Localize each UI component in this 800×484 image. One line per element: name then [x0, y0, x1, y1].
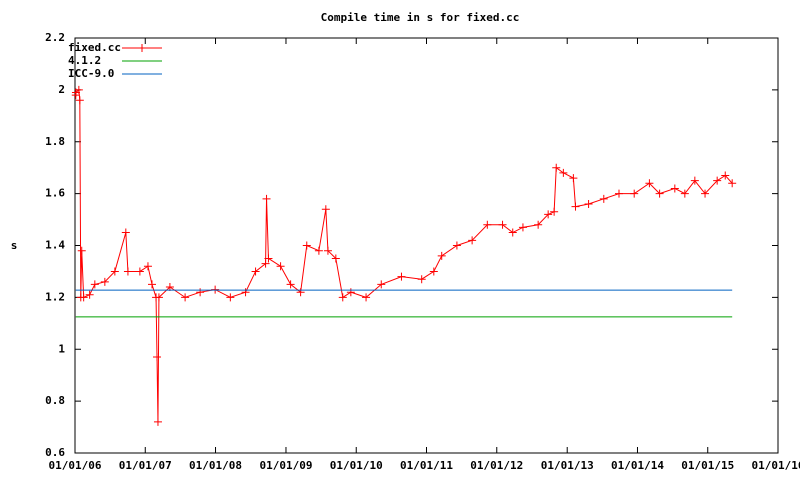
point-marker	[110, 267, 119, 276]
point-marker	[468, 236, 477, 245]
x-tick-label: 01/01/07	[119, 459, 172, 472]
y-tick-label: 0.6	[45, 446, 65, 459]
point-marker	[518, 223, 527, 232]
point-marker	[645, 179, 654, 188]
point-marker	[123, 267, 132, 276]
plot-frame	[74, 37, 779, 454]
point-marker	[508, 228, 517, 237]
legend-label: ICC-9.0	[68, 67, 114, 80]
y-tick-label: 2	[58, 83, 65, 96]
point-marker	[571, 202, 580, 211]
y-tick-label: 1	[58, 342, 65, 355]
point-marker	[559, 168, 568, 177]
point-marker	[713, 176, 722, 185]
point-marker	[251, 267, 260, 276]
point-marker	[584, 200, 593, 208]
x-tick-label: 01/01/16	[752, 459, 800, 472]
x-tick-label: 01/01/10	[330, 459, 383, 472]
point-marker	[296, 288, 305, 297]
point-marker	[323, 246, 332, 255]
x-tick-label: 01/01/13	[541, 459, 594, 472]
point-marker	[552, 163, 561, 172]
point-marker	[181, 293, 190, 302]
point-marker	[534, 220, 543, 229]
series-line	[75, 88, 733, 422]
x-tick-label: 01/01/14	[611, 459, 664, 472]
point-marker	[211, 285, 220, 294]
point-marker	[153, 353, 162, 362]
x-tick-label: 01/01/06	[49, 459, 102, 472]
point-marker	[728, 179, 737, 188]
point-marker	[437, 251, 446, 260]
legend-label: fixed.cc	[68, 41, 121, 54]
point-marker	[261, 259, 270, 268]
point-marker	[143, 262, 152, 271]
point-marker	[85, 290, 94, 299]
point-marker	[346, 288, 355, 297]
point-marker	[483, 220, 492, 229]
point-marker	[77, 246, 86, 255]
point-marker	[417, 275, 426, 284]
y-tick-label: 1.8	[45, 135, 65, 148]
point-marker	[74, 85, 83, 94]
x-tick-label: 01/01/15	[681, 459, 734, 472]
point-marker	[429, 267, 438, 276]
y-tick-label: 1.2	[45, 290, 65, 303]
point-marker	[241, 288, 250, 297]
point-marker	[264, 254, 273, 263]
point-marker	[100, 277, 109, 286]
legend-swatch-marker	[138, 44, 146, 52]
point-marker	[338, 293, 347, 302]
point-marker	[314, 246, 323, 255]
legend-label: 4.1.2	[68, 54, 101, 67]
point-marker	[680, 189, 689, 198]
point-marker	[721, 171, 730, 180]
chart-title: Compile time in s for fixed.cc	[321, 11, 520, 24]
point-marker	[153, 417, 162, 426]
point-marker	[196, 288, 205, 297]
point-marker	[276, 262, 285, 271]
point-marker	[599, 194, 608, 203]
x-tick-label: 01/01/09	[259, 459, 312, 472]
point-marker	[79, 293, 88, 302]
point-marker	[147, 280, 156, 289]
point-marker	[550, 207, 559, 216]
point-marker	[262, 194, 271, 203]
point-marker	[362, 293, 371, 302]
point-marker	[135, 267, 144, 276]
point-marker	[121, 228, 130, 237]
point-marker	[321, 205, 330, 214]
point-marker	[670, 184, 679, 193]
point-marker	[630, 189, 639, 198]
x-tick-label: 01/01/08	[189, 459, 242, 472]
point-marker	[452, 241, 461, 250]
point-marker	[569, 174, 578, 183]
point-marker	[226, 293, 235, 302]
y-tick-label: 1.4	[45, 239, 65, 252]
point-marker	[397, 272, 406, 281]
point-marker	[655, 189, 664, 198]
y-tick-label: 0.8	[45, 394, 65, 407]
point-marker	[377, 280, 386, 289]
x-tick-label: 01/01/11	[400, 459, 453, 472]
y-tick-label: 1.6	[45, 187, 65, 200]
point-marker	[75, 96, 84, 105]
point-marker	[154, 293, 163, 302]
point-marker	[544, 210, 553, 219]
y-axis-label: s	[11, 239, 18, 252]
point-marker	[331, 254, 340, 263]
point-marker	[302, 241, 311, 250]
point-marker	[90, 280, 99, 289]
x-tick-label: 01/01/12	[470, 459, 523, 472]
y-tick-label: 2.2	[45, 31, 65, 44]
point-marker	[498, 220, 507, 229]
point-marker	[286, 280, 295, 289]
point-marker	[614, 189, 623, 198]
point-marker	[701, 189, 710, 198]
point-marker	[690, 176, 699, 185]
